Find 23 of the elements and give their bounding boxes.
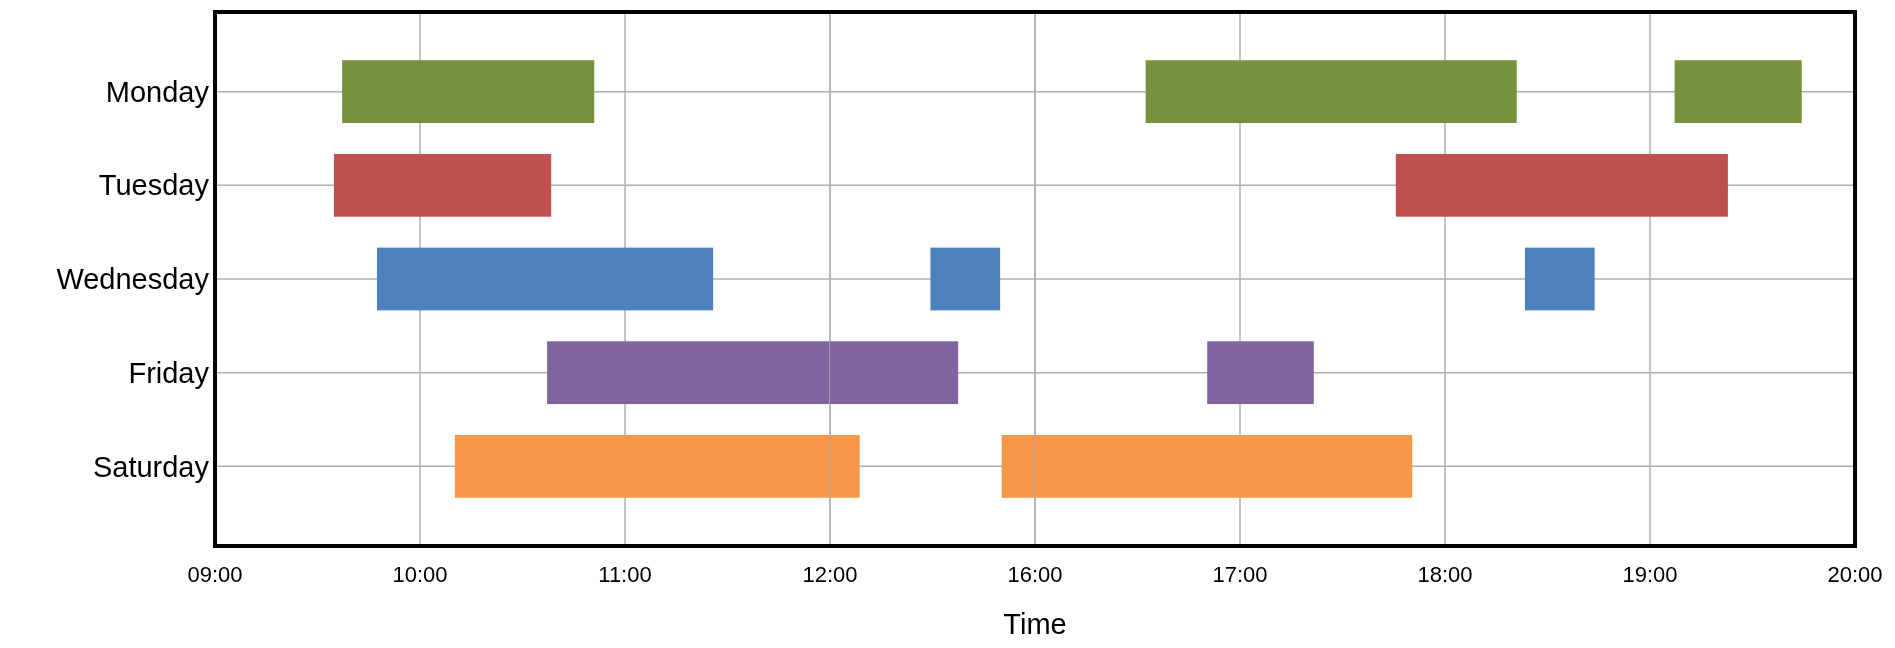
x-tick-label: 17:00: [1212, 562, 1268, 587]
x-tick-label: 12:00: [802, 562, 858, 587]
bar: [1674, 60, 1802, 124]
y-tick-label: Tuesday: [98, 169, 210, 202]
bar: [376, 247, 714, 311]
x-tick-label: 10:00: [392, 562, 448, 587]
y-tick-label: Monday: [105, 75, 210, 108]
y-tick-label: Saturday: [92, 450, 210, 483]
x-tick-label: 09:00: [187, 562, 243, 587]
bar: [333, 153, 552, 217]
bar: [1395, 153, 1728, 217]
y-tick-label: Wednesday: [56, 263, 210, 296]
y-tick-label: Friday: [128, 356, 210, 389]
x-tick-label: 16:00: [1007, 562, 1063, 587]
x-axis-title: Time: [1003, 608, 1067, 640]
x-tick-label: 19:00: [1622, 562, 1678, 587]
x-tick-label: 11:00: [598, 562, 652, 587]
x-tick-label: 18:00: [1417, 562, 1473, 587]
bar: [1207, 341, 1314, 405]
bar: [1524, 247, 1595, 311]
bar: [342, 60, 595, 124]
x-tick-label: 20:00: [1827, 562, 1883, 587]
bar: [930, 247, 1001, 311]
